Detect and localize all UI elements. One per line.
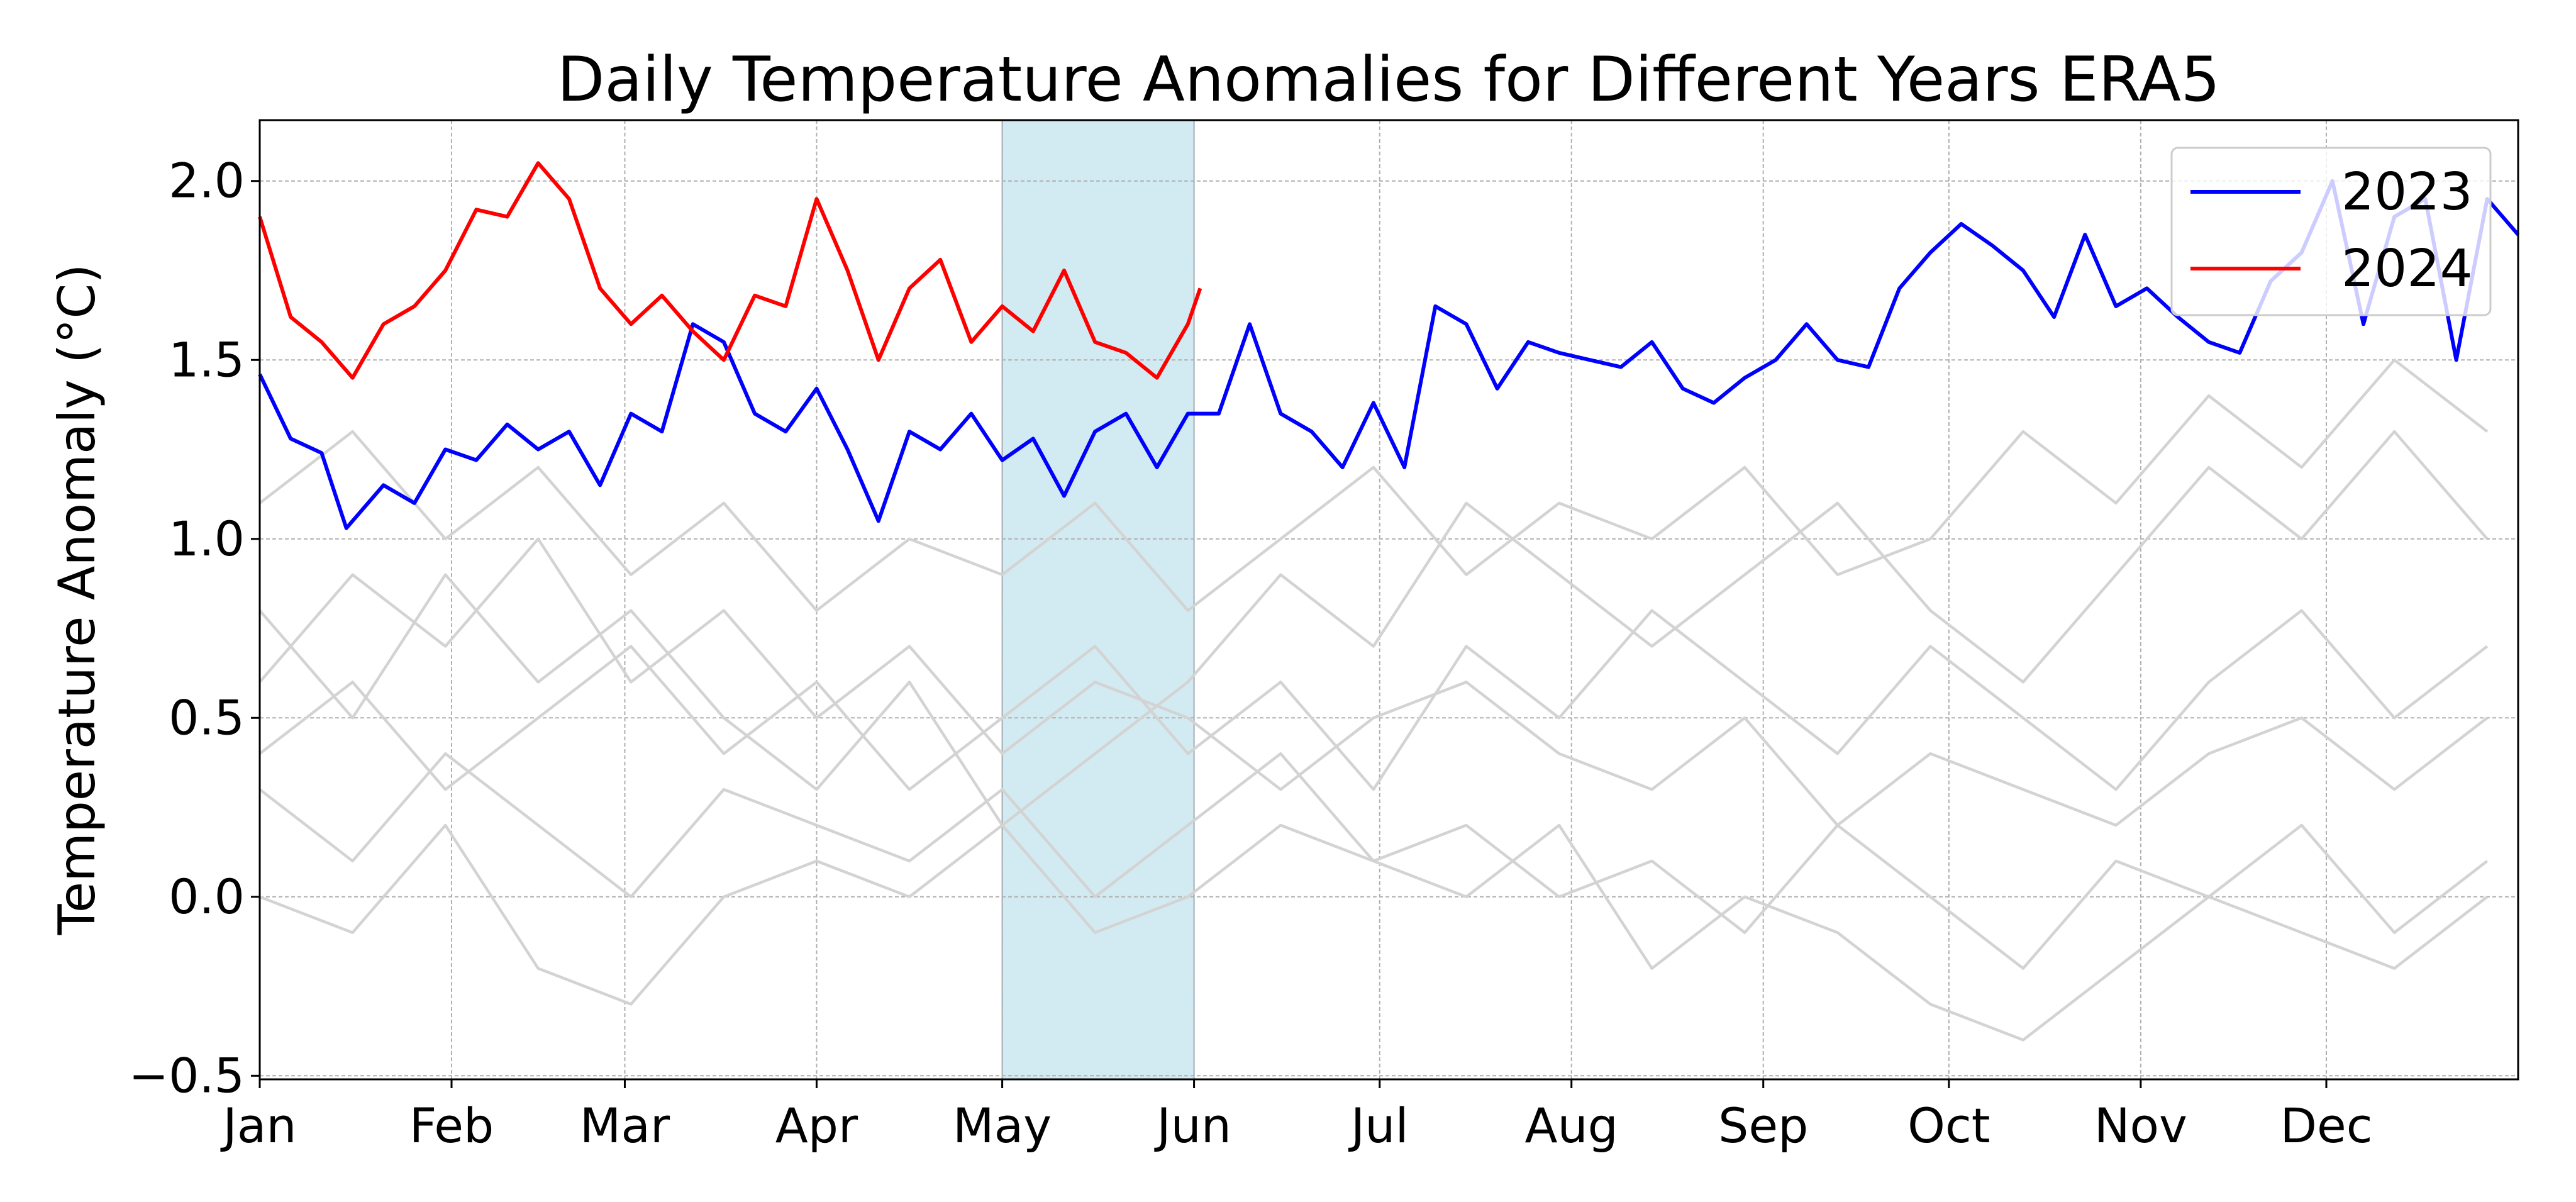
x-tick-label: Nov — [2094, 1098, 2187, 1154]
x-tick-label: May — [953, 1098, 1052, 1154]
highlight-span — [1001, 120, 1195, 1080]
legend-label: 2024 — [2341, 239, 2473, 299]
series-line — [258, 179, 2520, 530]
background-line — [258, 609, 2489, 791]
y-tick-label: 0.5 — [169, 689, 245, 745]
x-tick-label: Jan — [220, 1098, 296, 1154]
x-tick-label: Jul — [1348, 1098, 1409, 1154]
x-tick-label: Oct — [1907, 1098, 1990, 1154]
x-tick-label: Sep — [1718, 1098, 1808, 1154]
legend-label: 2023 — [2341, 162, 2473, 222]
x-tick-label: Aug — [1525, 1098, 1618, 1154]
x-tick-label: Feb — [409, 1098, 494, 1154]
y-tick-label: 1.5 — [169, 331, 245, 387]
background-line — [259, 823, 2489, 1042]
y-tick-label: 2.0 — [169, 153, 245, 209]
background-line — [258, 359, 2489, 612]
chart-title: Daily Temperature Anomalies for Differen… — [557, 44, 2220, 116]
background-line — [258, 537, 2489, 827]
x-tick-label: Jun — [1154, 1098, 1231, 1154]
legend-box — [2170, 147, 2492, 316]
series-line — [258, 161, 1202, 380]
y-axis-label: Temperature Anomaly (°C) — [48, 264, 106, 936]
x-tick-label: Apr — [775, 1098, 858, 1154]
y-tick-label: −0.5 — [128, 1047, 245, 1103]
y-tick-label: 0.0 — [169, 869, 245, 925]
plot-frame — [258, 119, 2519, 1081]
x-tick-label: Mar — [580, 1098, 670, 1154]
x-tick-label: Dec — [2280, 1098, 2372, 1154]
background-line — [258, 430, 2489, 827]
y-tick-label: 1.0 — [169, 511, 245, 567]
